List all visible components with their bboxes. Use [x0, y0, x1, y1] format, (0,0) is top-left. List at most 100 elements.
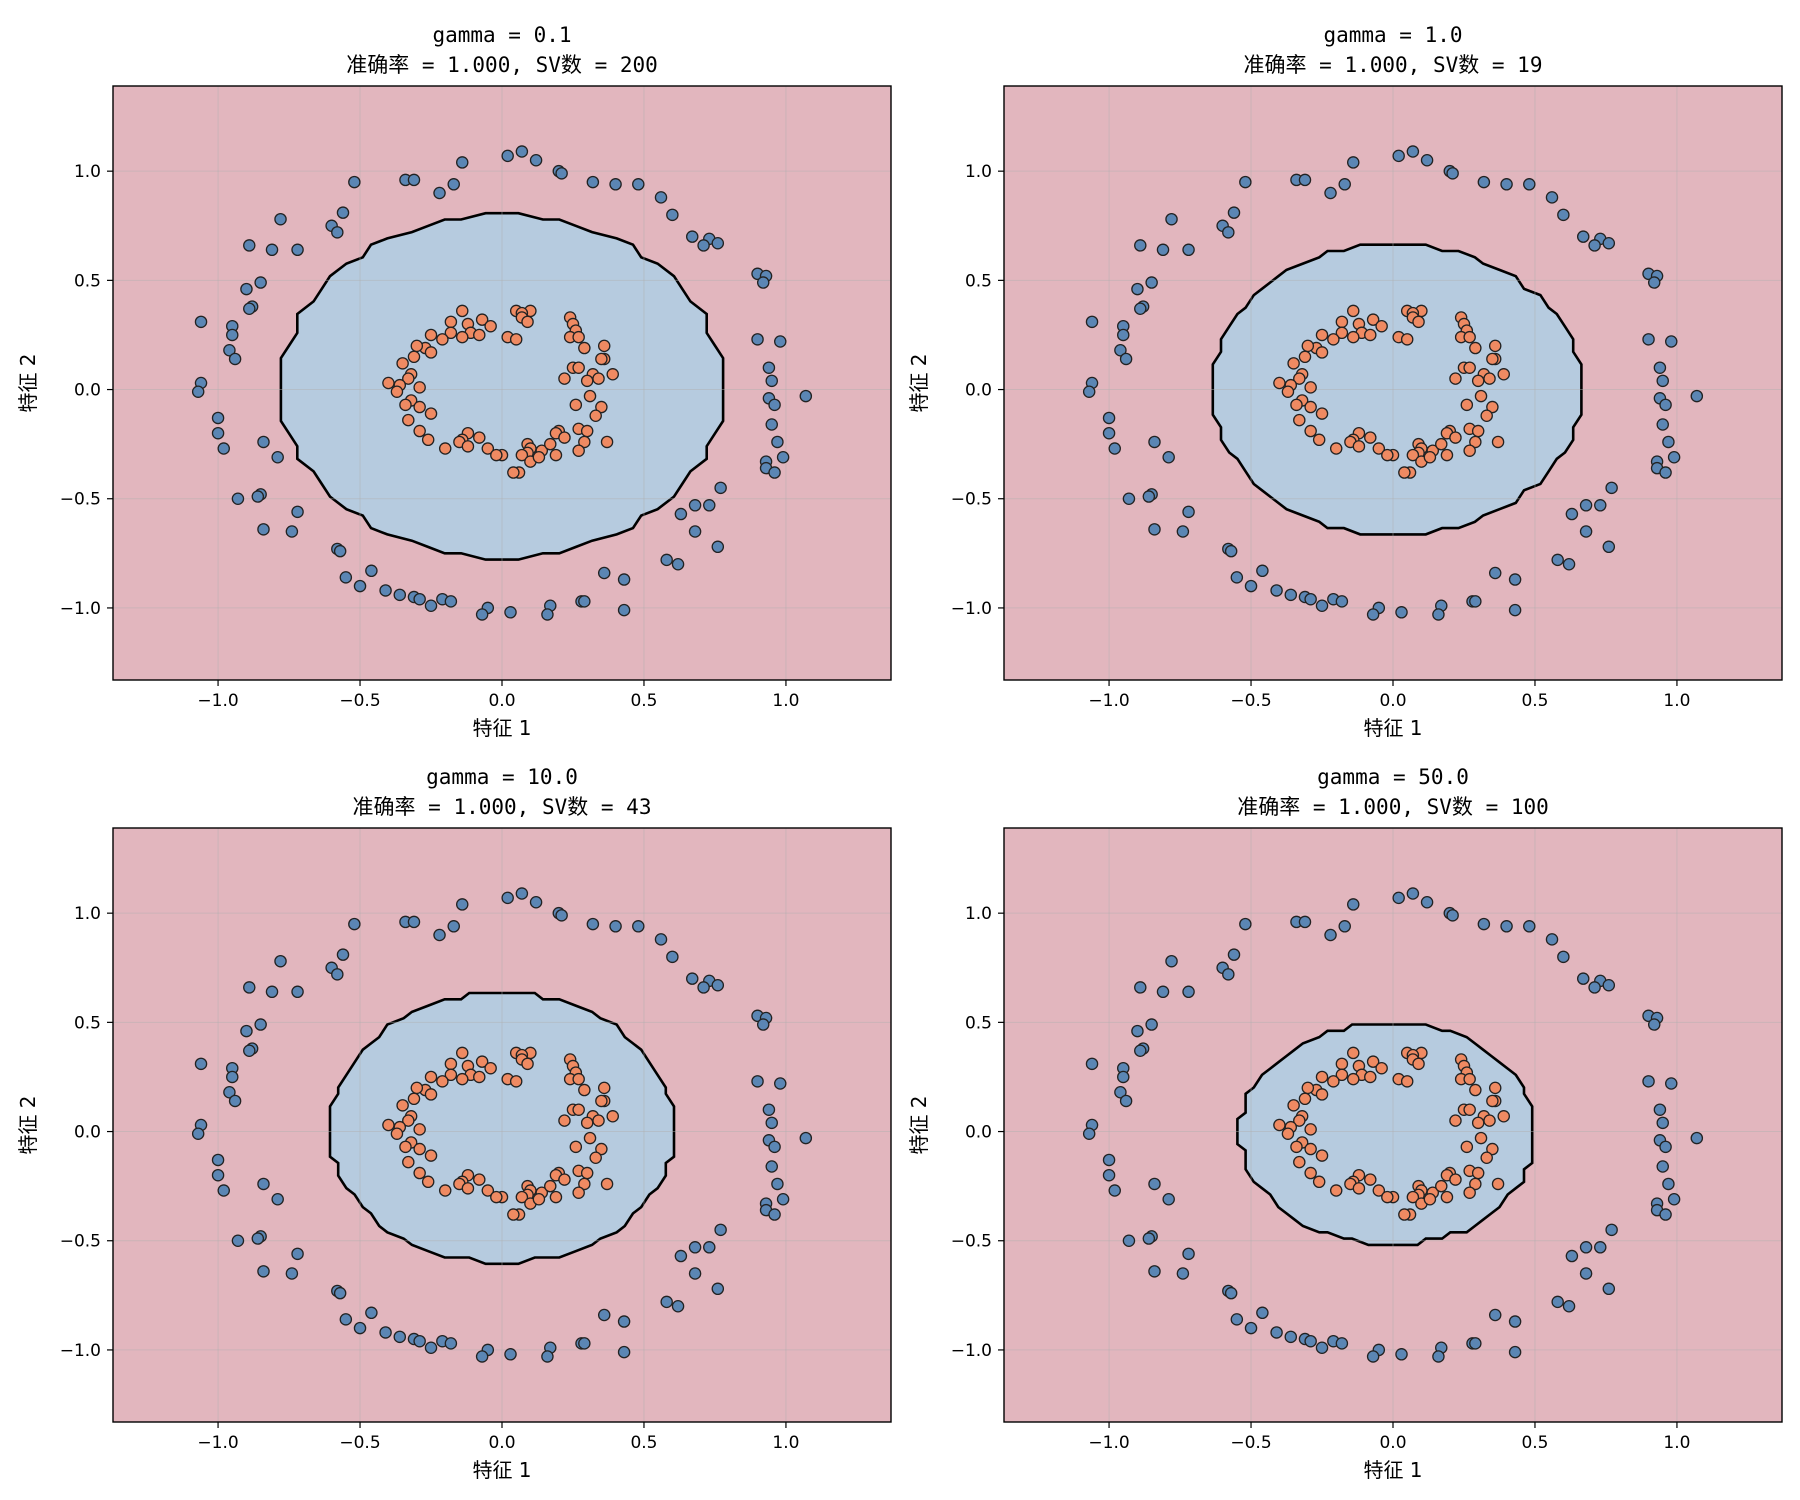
y-tick-label: 0.5	[965, 1013, 992, 1033]
point-outer-class	[194, 1057, 208, 1071]
point-outer-class	[617, 1345, 631, 1359]
point-inner-class	[1491, 1177, 1505, 1191]
point-outer-class	[776, 450, 790, 464]
point-inner-class	[1315, 407, 1329, 420]
point-outer-class	[1667, 450, 1681, 464]
y-tick-label: 0.0	[74, 1123, 101, 1143]
point-outer-class	[541, 608, 554, 621]
point-inner-class	[402, 1114, 415, 1127]
point-outer-class	[1148, 435, 1161, 449]
decision-boundary	[328, 991, 676, 1266]
point-outer-class	[1690, 389, 1704, 403]
point-outer-class	[1298, 173, 1312, 187]
scatter-points	[1082, 145, 1704, 621]
point-outer-class	[1605, 1223, 1618, 1237]
point-inner-class	[572, 1103, 585, 1116]
point-inner-class	[1463, 1103, 1476, 1116]
point-outer-class	[654, 191, 668, 204]
point-inner-class	[549, 448, 563, 462]
point-inner-class	[407, 1092, 421, 1106]
grid-lines	[113, 828, 891, 1422]
point-inner-class	[589, 409, 602, 423]
point-outer-class	[1602, 236, 1616, 250]
point-outer-class	[1102, 426, 1116, 440]
point-outer-class	[504, 606, 517, 619]
point-inner-class	[484, 319, 497, 333]
y-tick-label: 1.0	[74, 162, 101, 182]
point-outer-class	[444, 595, 458, 608]
point-outer-class	[424, 599, 438, 613]
point-outer-class	[1256, 564, 1269, 578]
point-outer-class	[578, 1337, 591, 1350]
point-outer-class	[501, 891, 514, 905]
point-outer-class	[251, 490, 265, 503]
scatter-points	[191, 145, 813, 621]
x-tick-label: −0.5	[1230, 1433, 1271, 1453]
point-outer-class	[674, 1249, 688, 1263]
point-inner-class	[532, 1193, 546, 1206]
point-inner-class	[1406, 1190, 1420, 1204]
point-inner-class	[1287, 1099, 1300, 1112]
point-outer-class	[291, 243, 304, 257]
point-inner-class	[421, 1175, 435, 1189]
point-inner-class	[1471, 424, 1485, 438]
point-inner-class	[455, 330, 469, 344]
point-inner-class	[597, 1081, 611, 1095]
point-inner-class	[1346, 330, 1360, 344]
point-outer-class	[1477, 175, 1491, 189]
point-outer-class	[1665, 335, 1678, 348]
point-outer-class	[353, 1321, 367, 1335]
point-outer-class	[1667, 1193, 1681, 1206]
point-outer-class	[1145, 1018, 1158, 1031]
point-inner-class	[578, 341, 591, 355]
point-inner-class	[1471, 1166, 1485, 1180]
point-outer-class	[1642, 333, 1655, 346]
point-outer-class	[1324, 928, 1337, 942]
point-outer-class	[393, 1330, 407, 1344]
point-outer-class	[711, 236, 725, 250]
point-outer-class	[1366, 1350, 1380, 1363]
point-inner-class	[455, 304, 469, 318]
point-outer-class	[768, 1208, 781, 1221]
point-outer-class	[475, 608, 489, 621]
point-outer-class	[1508, 1315, 1522, 1328]
point-inner-class	[484, 1061, 497, 1075]
point-outer-class	[1284, 1330, 1298, 1344]
point-inner-class	[572, 1072, 585, 1086]
point-outer-class	[1579, 525, 1593, 538]
point-inner-class	[444, 1057, 458, 1071]
point-outer-class	[1659, 398, 1672, 412]
point-outer-class	[1335, 595, 1349, 608]
point-inner-class	[1474, 389, 1488, 403]
point-outer-class	[688, 525, 702, 538]
point-outer-class	[799, 389, 813, 403]
point-inner-class	[572, 330, 585, 344]
point-outer-class	[501, 149, 514, 163]
point-outer-class	[714, 481, 727, 495]
point-inner-class	[578, 435, 591, 449]
point-outer-class	[674, 507, 688, 521]
point-inner-class	[572, 444, 585, 457]
point-inner-class	[410, 339, 424, 353]
point-inner-class	[1463, 1186, 1476, 1199]
point-outer-class	[447, 178, 460, 191]
point-outer-class	[211, 1168, 225, 1182]
point-inner-class	[1293, 1114, 1306, 1127]
point-outer-class	[433, 186, 446, 200]
point-inner-class	[1327, 1075, 1340, 1088]
y-tick-label: −1.0	[951, 599, 992, 619]
point-inner-class	[595, 1142, 608, 1156]
point-outer-class	[348, 917, 361, 931]
point-inner-class	[444, 315, 458, 329]
point-inner-class	[1273, 376, 1286, 390]
point-outer-class	[257, 523, 270, 536]
point-outer-class	[1102, 1168, 1116, 1182]
point-inner-class	[1327, 333, 1340, 346]
point-inner-class	[1491, 435, 1505, 449]
grid-lines	[113, 86, 891, 680]
x-tick-label: 1.0	[772, 691, 799, 711]
subplot-subtitle: 准确率 = 1.000, SV数 = 100	[1237, 795, 1549, 819]
point-outer-class	[660, 553, 673, 567]
y-tick-label: −1.0	[60, 599, 101, 619]
y-tick-label: −0.5	[951, 490, 992, 510]
